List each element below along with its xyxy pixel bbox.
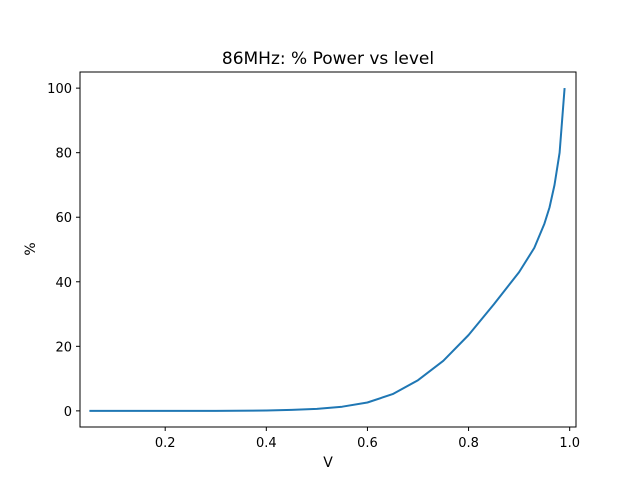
series-line [89,88,566,412]
x-tick-label: 0.2 [155,436,176,451]
y-tick-label: 40 [55,276,72,291]
plot-frame [79,71,577,428]
x-tick-label: 0.8 [458,436,479,451]
y-tick-label: 100 [47,82,72,97]
y-tick-label: 80 [55,147,72,162]
x-tick-label: 0.6 [357,436,378,451]
chart-title: 86MHz: % Power vs level [222,49,434,69]
y-axis-label: % [23,242,39,255]
plot-area [80,72,576,427]
x-tick-label: 0.4 [256,436,277,451]
x-tick-label: 1.0 [559,436,580,451]
y-tick-label: 20 [55,340,72,355]
x-axis-label: V [323,455,333,471]
y-tick-label: 0 [64,405,72,420]
y-tick-label: 60 [55,211,72,226]
